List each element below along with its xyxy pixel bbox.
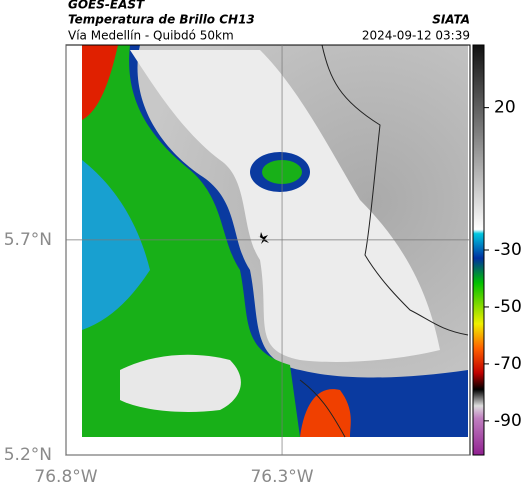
x-tick-label: 76.8°W xyxy=(34,467,97,487)
colorbar-tick-label: 20 xyxy=(494,98,516,118)
y-tick-label: 5.2°N xyxy=(4,445,52,465)
timestamp: 2024-09-12 03:39 xyxy=(362,29,470,43)
satellite-image xyxy=(82,44,469,438)
colorbar xyxy=(472,44,485,456)
colorbar-tick-label: -50 xyxy=(494,297,522,317)
subtitle: Temperatura de Brillo CH13 xyxy=(68,13,255,27)
x-tick-label: 76.3°W xyxy=(250,467,313,487)
colorbar-tick-label: -70 xyxy=(494,354,522,374)
colorbar-tick-label: -30 xyxy=(494,240,522,260)
route: Vía Medellín - Quibdó 50km xyxy=(68,29,234,43)
y-tick-label: 5.7°N xyxy=(4,230,52,250)
station-marker xyxy=(258,232,269,244)
title: GOES-EAST xyxy=(68,0,145,12)
source: SIATA xyxy=(432,13,470,27)
colorbar-tick-label: -90 xyxy=(494,411,522,431)
